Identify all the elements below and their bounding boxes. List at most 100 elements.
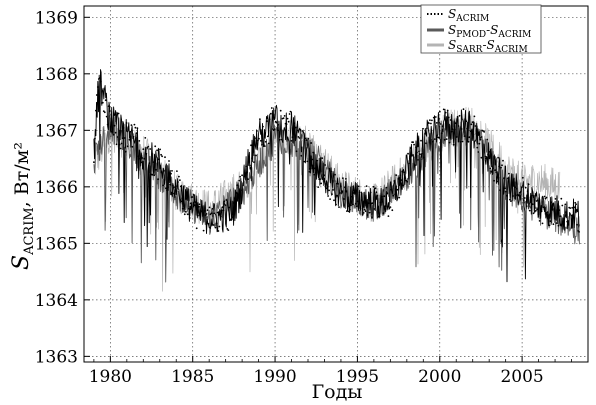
data-point — [359, 207, 362, 210]
data-point — [103, 111, 106, 114]
data-point — [303, 160, 306, 163]
data-point — [521, 176, 524, 179]
data-point — [476, 146, 479, 149]
data-point — [368, 211, 371, 214]
data-point — [331, 193, 333, 196]
y-tick-label: 1366 — [35, 178, 78, 198]
data-point — [138, 140, 141, 142]
x-tick-label: 1995 — [336, 367, 379, 387]
data-point — [148, 162, 151, 165]
data-point — [134, 126, 137, 129]
data-point — [366, 214, 369, 216]
data-point — [175, 185, 177, 188]
data-point — [216, 211, 219, 214]
data-point — [428, 122, 430, 125]
data-point — [145, 152, 148, 155]
data-point — [327, 195, 329, 197]
data-point — [165, 187, 167, 190]
data-point — [192, 194, 195, 196]
data-point — [158, 158, 161, 161]
data-point — [417, 159, 419, 161]
data-point — [382, 212, 385, 215]
data-point — [159, 148, 162, 151]
data-point — [369, 191, 372, 194]
x-tick-label: 1985 — [171, 367, 214, 387]
data-point — [545, 196, 548, 199]
data-point — [231, 216, 234, 219]
data-point — [374, 187, 377, 190]
data-point — [418, 150, 420, 153]
data-point — [225, 199, 228, 201]
data-point — [508, 172, 510, 175]
data-point — [510, 200, 512, 203]
data-point — [157, 178, 160, 181]
data-point — [429, 119, 431, 121]
y-tick-label: 1365 — [35, 234, 78, 254]
data-point — [276, 129, 279, 132]
data-point — [117, 112, 120, 115]
legend-entry-pmod: SPMOD-SACRIM — [427, 23, 531, 40]
data-point — [211, 207, 214, 210]
data-point — [499, 189, 501, 192]
data-point — [551, 208, 554, 211]
data-point — [380, 195, 383, 198]
data-point — [266, 135, 269, 138]
data-point — [114, 131, 117, 134]
data-point — [251, 157, 253, 160]
data-point — [171, 170, 173, 172]
data-point — [390, 188, 393, 191]
data-point — [420, 139, 422, 142]
data-point — [324, 164, 326, 166]
data-point — [120, 142, 123, 145]
legend-entry-sarr: SSARR-SACRIM — [427, 38, 528, 55]
data-point — [310, 142, 313, 144]
data-point — [540, 210, 543, 213]
data-point — [186, 213, 189, 216]
y-axis-label: SACRIM, Вт/м² — [9, 142, 37, 270]
data-point — [312, 151, 315, 154]
data-point — [358, 191, 361, 194]
data-point — [212, 224, 215, 226]
data-point — [218, 225, 221, 228]
data-point — [492, 167, 494, 170]
data-point — [573, 206, 576, 209]
data-point — [558, 209, 561, 212]
data-point — [267, 142, 270, 145]
data-point — [430, 122, 432, 125]
data-point — [512, 195, 514, 197]
data-point — [531, 203, 534, 206]
series-layer — [93, 69, 580, 292]
data-point — [336, 194, 338, 197]
data-point — [112, 133, 115, 136]
data-point — [385, 186, 388, 189]
data-point — [502, 159, 504, 162]
data-point — [422, 127, 424, 130]
data-point — [140, 161, 143, 164]
data-point — [426, 127, 428, 130]
data-point — [285, 123, 288, 125]
data-point — [325, 183, 327, 185]
data-point — [437, 136, 440, 139]
data-point — [536, 208, 539, 211]
data-point — [444, 111, 447, 114]
x-tick-label: 1980 — [89, 367, 132, 387]
data-point — [344, 186, 346, 189]
data-point — [522, 199, 525, 202]
data-point — [179, 179, 181, 182]
data-point — [173, 192, 175, 195]
data-point — [563, 217, 566, 220]
ticks — [84, 16, 589, 362]
data-point — [177, 181, 179, 183]
data-point — [480, 156, 483, 159]
data-point — [565, 211, 568, 214]
data-point — [365, 185, 368, 188]
data-point — [263, 145, 266, 148]
data-point — [121, 137, 124, 140]
data-point — [524, 186, 527, 189]
data-point — [105, 115, 108, 118]
data-point — [301, 130, 304, 132]
data-point — [240, 189, 243, 192]
data-point — [338, 206, 340, 209]
data-point — [546, 211, 549, 214]
